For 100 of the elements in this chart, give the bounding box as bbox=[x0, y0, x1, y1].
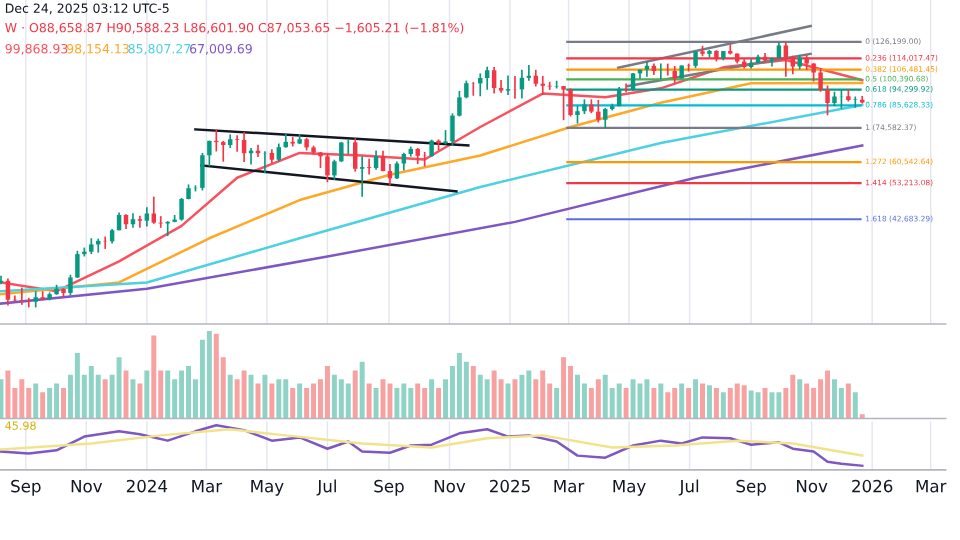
bar bbox=[436, 387, 442, 419]
candlestick bbox=[450, 112, 455, 147]
bar bbox=[838, 387, 844, 419]
x-tick-label: Sep bbox=[11, 479, 41, 496]
bar bbox=[575, 374, 580, 419]
candlestick bbox=[19, 286, 25, 306]
x-tick-label: Mar bbox=[916, 480, 947, 493]
candlestick bbox=[505, 74, 511, 96]
candlestick bbox=[491, 66, 497, 95]
bar bbox=[61, 387, 66, 419]
x-tick-label: 2026 bbox=[852, 479, 893, 493]
bar bbox=[852, 392, 858, 419]
bar bbox=[797, 379, 803, 419]
bar bbox=[720, 392, 726, 419]
bar bbox=[741, 385, 747, 419]
x-tick-label: Mar bbox=[554, 480, 585, 493]
bar bbox=[352, 370, 358, 419]
bar bbox=[26, 387, 32, 419]
x-tick-label: Sep bbox=[736, 479, 766, 496]
bar bbox=[373, 387, 379, 419]
bar bbox=[519, 374, 525, 419]
bar bbox=[88, 366, 94, 419]
bar bbox=[74, 352, 80, 419]
bar bbox=[581, 383, 587, 419]
bar bbox=[505, 383, 511, 419]
bar bbox=[387, 383, 393, 419]
candlestick bbox=[75, 249, 80, 279]
bar bbox=[686, 387, 692, 419]
bar bbox=[588, 387, 594, 419]
candlestick bbox=[325, 152, 330, 184]
bar bbox=[179, 370, 185, 419]
bar bbox=[693, 379, 699, 419]
bar bbox=[269, 383, 275, 419]
bar bbox=[484, 379, 490, 419]
bar bbox=[276, 379, 282, 419]
bar bbox=[186, 366, 192, 419]
bar bbox=[359, 361, 365, 419]
bar bbox=[755, 392, 761, 419]
bar bbox=[338, 379, 344, 419]
bar bbox=[561, 357, 567, 419]
bar bbox=[283, 379, 289, 419]
bar bbox=[776, 392, 782, 419]
bar bbox=[470, 366, 476, 419]
bar bbox=[47, 387, 53, 419]
bar bbox=[366, 383, 372, 419]
candlestick bbox=[352, 137, 358, 173]
x-tick-label: May bbox=[613, 480, 646, 496]
candlestick bbox=[179, 197, 184, 222]
bar bbox=[672, 387, 678, 419]
bar bbox=[651, 387, 657, 419]
bar bbox=[213, 333, 219, 419]
bar bbox=[324, 366, 330, 419]
bar bbox=[644, 379, 650, 419]
bar bbox=[331, 374, 337, 419]
candlestick bbox=[234, 134, 240, 153]
candlestick bbox=[603, 107, 608, 129]
bar bbox=[706, 385, 712, 419]
candlestick bbox=[568, 87, 573, 118]
bar bbox=[227, 374, 233, 419]
bar bbox=[526, 370, 532, 419]
candlestick bbox=[207, 139, 212, 168]
bar bbox=[845, 383, 851, 419]
bar bbox=[199, 339, 205, 419]
bar bbox=[804, 383, 810, 419]
bar bbox=[130, 379, 136, 419]
candlestick bbox=[366, 157, 372, 176]
x-tick-label: Sep bbox=[374, 479, 404, 496]
bar bbox=[137, 383, 143, 419]
bar bbox=[415, 383, 421, 419]
bar bbox=[151, 335, 157, 419]
bar bbox=[831, 379, 837, 419]
x-tick-label: Jul bbox=[316, 479, 336, 496]
bar bbox=[33, 383, 39, 419]
bar bbox=[304, 387, 310, 419]
candlestick bbox=[596, 99, 601, 124]
bar bbox=[394, 387, 400, 419]
candlestick bbox=[68, 273, 73, 297]
candlestick bbox=[457, 90, 462, 118]
bar bbox=[95, 374, 101, 419]
candlestick bbox=[346, 138, 351, 156]
bar bbox=[477, 374, 483, 419]
bar bbox=[811, 387, 817, 419]
bar bbox=[665, 392, 671, 419]
bar bbox=[616, 383, 622, 419]
candlestick bbox=[825, 84, 830, 117]
bar bbox=[401, 383, 407, 419]
candlestick bbox=[373, 149, 379, 171]
bar bbox=[165, 370, 171, 419]
bar bbox=[116, 357, 122, 419]
candlestick bbox=[484, 65, 490, 91]
candlestick bbox=[623, 82, 629, 94]
bar bbox=[19, 379, 25, 419]
bar bbox=[311, 383, 317, 419]
bar bbox=[206, 331, 212, 419]
bar bbox=[700, 383, 705, 419]
bar bbox=[790, 374, 796, 419]
candlestick bbox=[818, 67, 823, 93]
candlestick bbox=[26, 297, 32, 309]
bar bbox=[345, 383, 351, 419]
bar bbox=[734, 383, 740, 419]
